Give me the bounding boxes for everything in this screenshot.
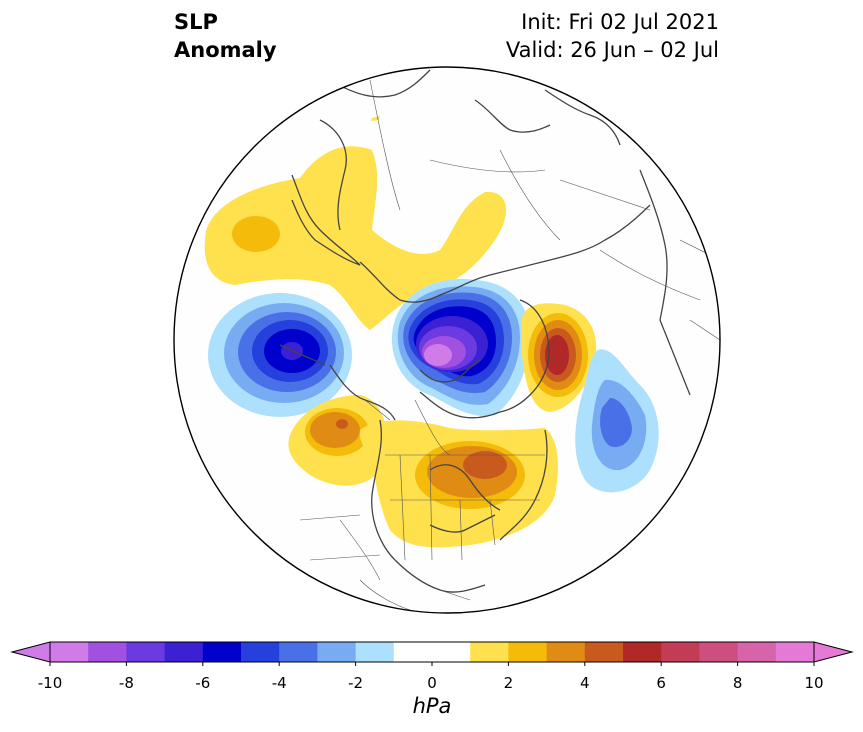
colorbar-segment xyxy=(50,642,89,662)
colorbar-segment xyxy=(699,642,739,662)
colorbar-segment xyxy=(623,642,662,662)
globe-outline xyxy=(173,66,721,614)
anomaly-field xyxy=(204,69,720,611)
colorbar-segment xyxy=(279,642,318,662)
anomaly-low-pacific xyxy=(208,293,352,417)
init-date: Init: Fri 02 Jul 2021 xyxy=(521,10,719,34)
colorbar xyxy=(10,641,854,666)
colorbar-segment xyxy=(661,642,700,662)
colorbar-extend-min xyxy=(10,641,51,663)
colorbar-segment xyxy=(470,642,509,662)
valid-range: Valid: 26 Jun – 02 Jul xyxy=(505,38,719,62)
colorbar-tick-label: -4 xyxy=(271,674,287,692)
anomaly-high-canada xyxy=(359,420,558,548)
title-line-1: SLP xyxy=(174,10,218,34)
colorbar-unit-label: hPa xyxy=(412,694,452,718)
anomaly-high-siberia xyxy=(204,146,507,330)
anomaly-high-greenland xyxy=(521,303,597,412)
colorbar-segment xyxy=(317,642,357,662)
colorbar-segment xyxy=(546,642,586,662)
colorbar-segments xyxy=(50,642,815,662)
colorbar-tick-label: 2 xyxy=(503,674,514,692)
colorbar-extend-max xyxy=(813,641,854,663)
date-info: Init: Fri 02 Jul 2021 Valid: 26 Jun – 02… xyxy=(506,8,719,64)
colorbar-segment xyxy=(241,642,280,662)
colorbar-tick-label: -6 xyxy=(195,674,211,692)
anomaly-low-arctic xyxy=(391,279,530,416)
colorbar-tick-label: -2 xyxy=(348,674,364,692)
anomaly-high-alaska xyxy=(288,395,388,486)
colorbar-segment xyxy=(584,642,624,662)
colorbar-segment xyxy=(393,642,471,662)
colorbar-segment xyxy=(355,642,395,662)
colorbar-tick-label: -10 xyxy=(37,674,63,692)
polar-map xyxy=(173,66,721,614)
colorbar-tick-label: -8 xyxy=(118,674,134,692)
colorbar-segment xyxy=(88,642,127,662)
colorbar-tick-label: 8 xyxy=(732,674,743,692)
colorbar-tick-label: 6 xyxy=(656,674,666,692)
borders xyxy=(299,79,720,611)
title-line-2: Anomaly xyxy=(174,38,277,62)
anomaly-low-atlantic xyxy=(575,349,659,493)
colorbar-segment xyxy=(164,642,204,662)
colorbar-tick-label: 0 xyxy=(427,674,437,692)
colorbar-tick-label: 10 xyxy=(804,674,824,692)
colorbar-segment xyxy=(775,642,815,662)
colorbar-tick-label: 4 xyxy=(580,674,590,692)
colorbar-segment xyxy=(508,642,548,662)
colorbar-ticks xyxy=(49,662,815,666)
colorbar-segment xyxy=(737,642,777,662)
map-title: SLP Anomaly xyxy=(174,8,277,64)
colorbar-segment xyxy=(126,642,166,662)
colorbar-segment xyxy=(202,642,242,662)
